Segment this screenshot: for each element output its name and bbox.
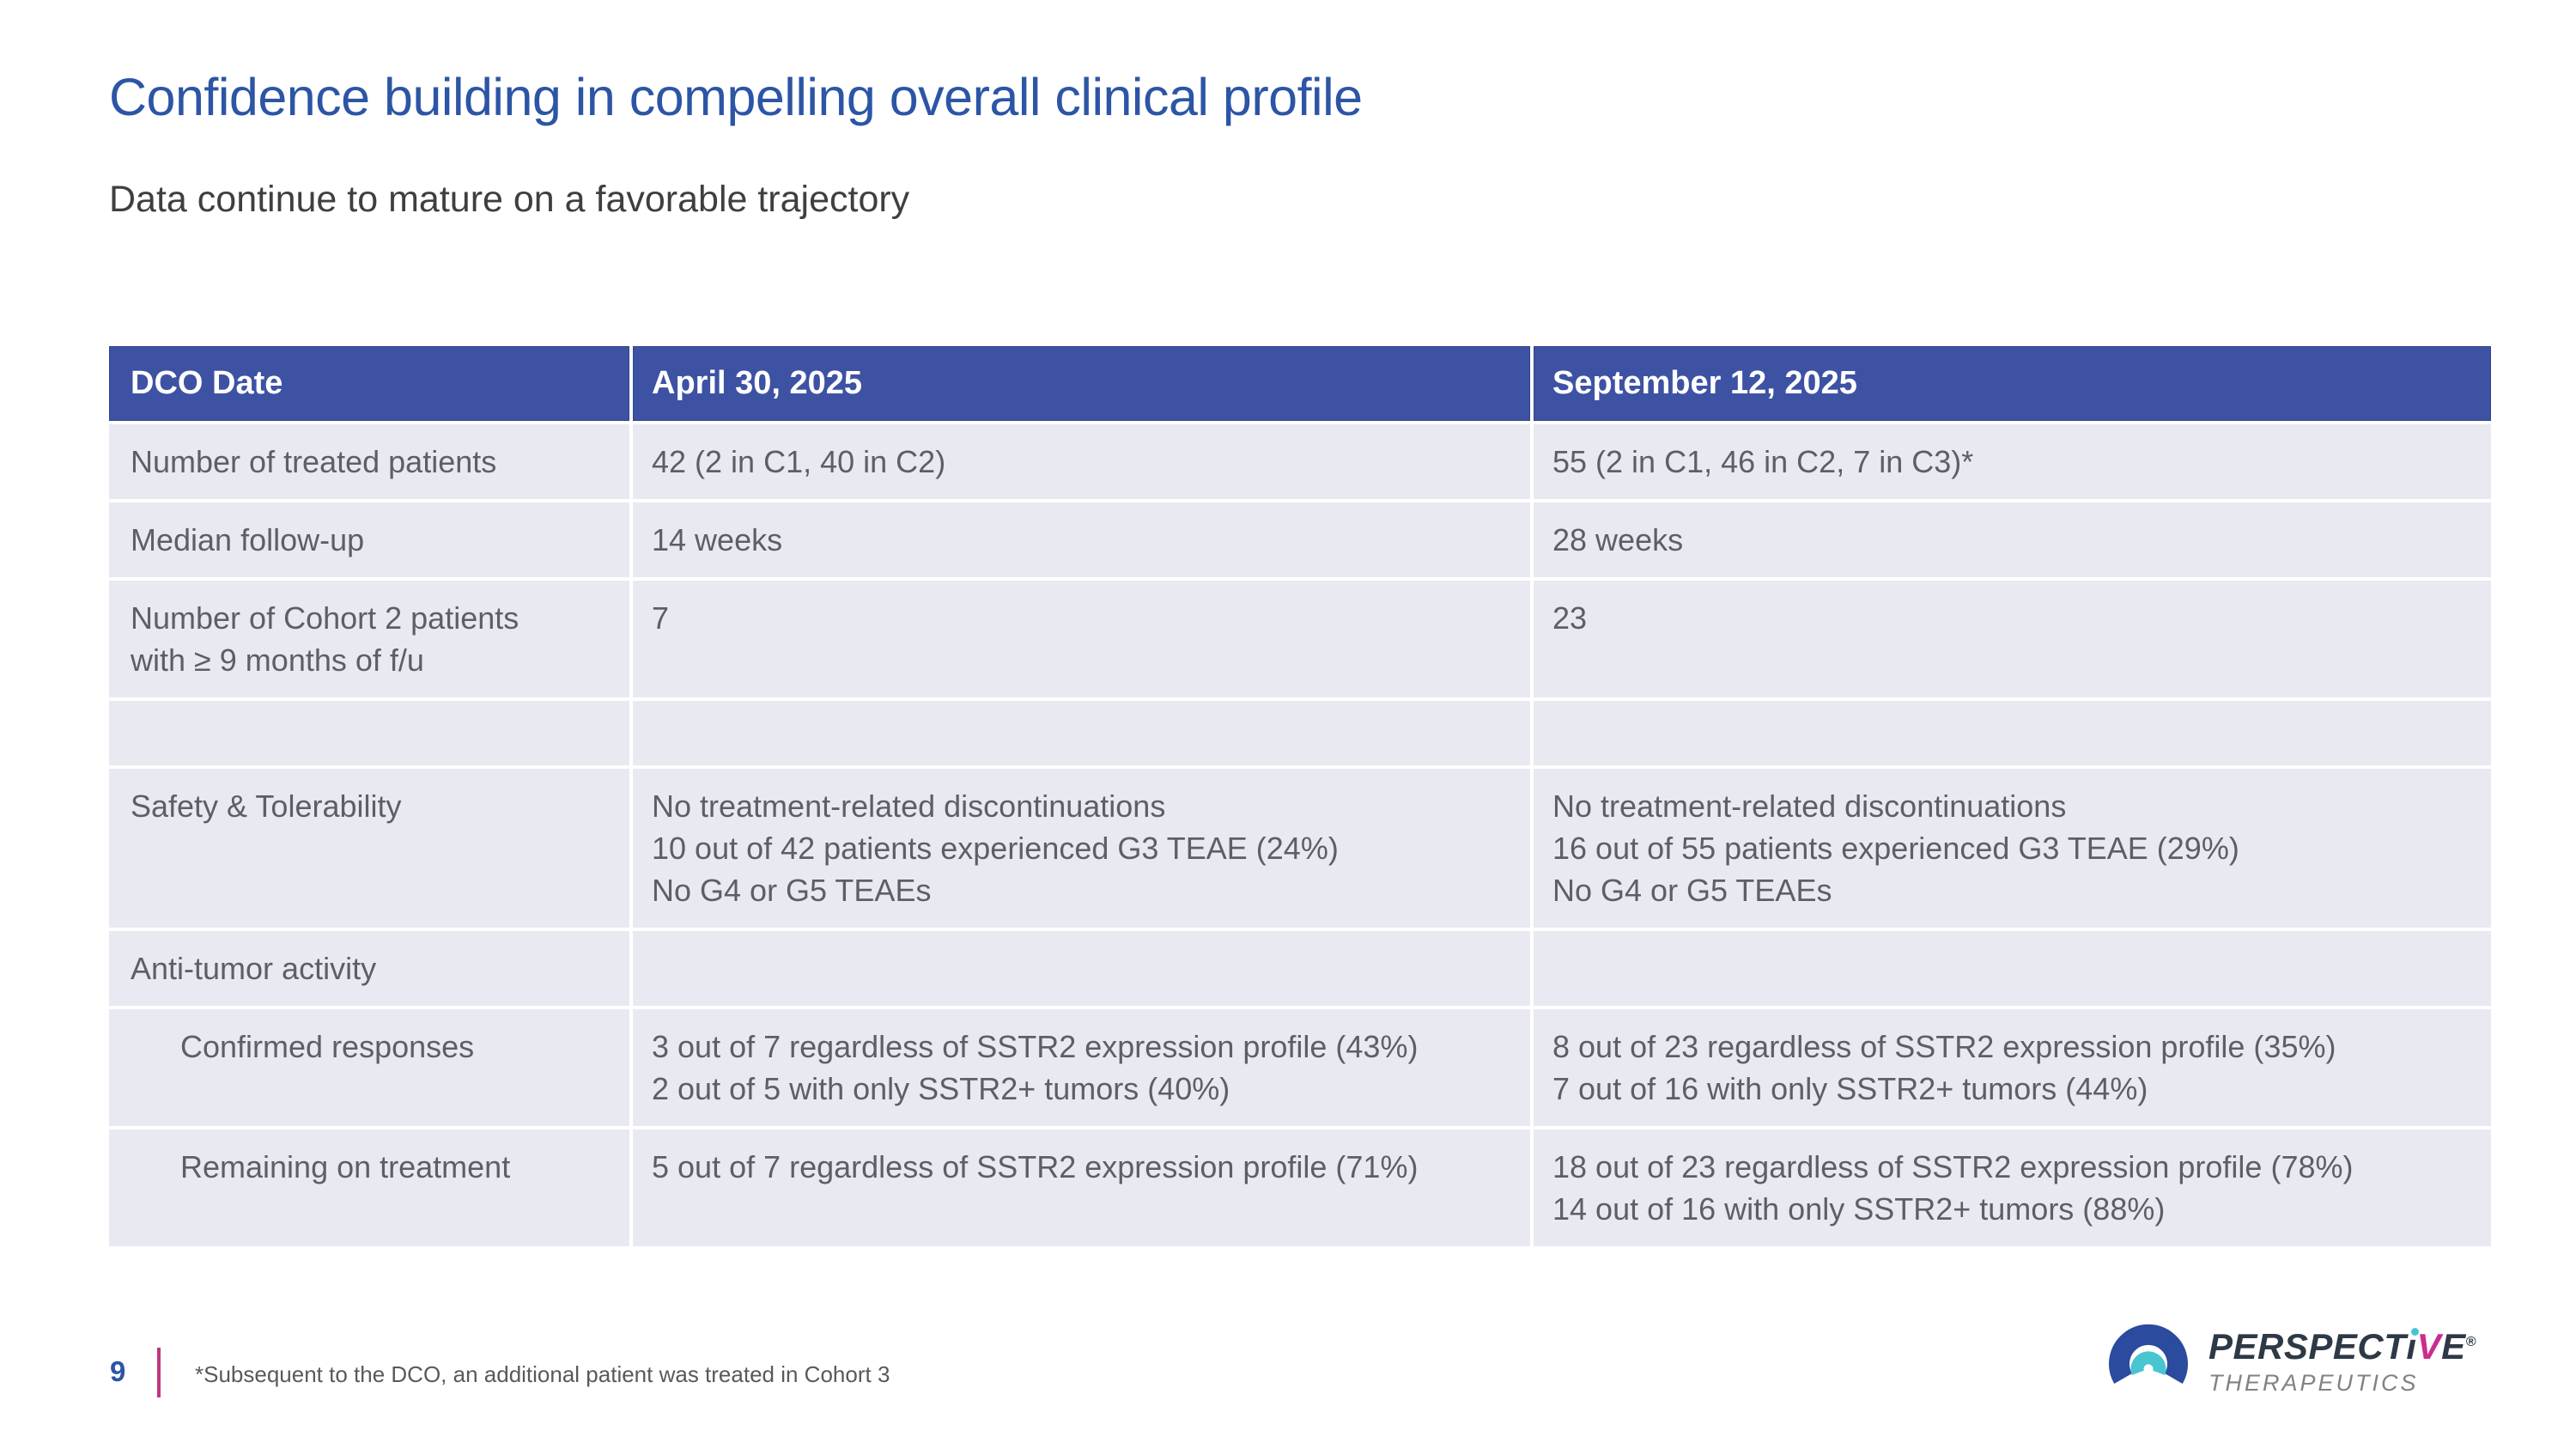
footer-divider (157, 1348, 161, 1397)
dco-comparison-table: DCO Date April 30, 2025 September 12, 20… (109, 346, 2491, 1250)
row-value-april: 14 weeks (633, 502, 1530, 577)
page-number: 9 (110, 1355, 126, 1387)
row-value-september: 28 weeks (1534, 502, 2491, 577)
row-value-april: 42 (2 in C1, 40 in C2) (633, 424, 1530, 499)
row-value-september (1534, 931, 2491, 1006)
row-value-april: 7 (633, 581, 1530, 697)
column-header-april-30-2025: April 30, 2025 (633, 346, 1530, 421)
row-value-september: 55 (2 in C1, 46 in C2, 7 in C3)* (1534, 424, 2491, 499)
table-body: Number of treated patients 42 (2 in C1, … (109, 424, 2491, 1246)
logo-tagline: THERAPEUTICS (2208, 1370, 2419, 1396)
table-row: Anti-tumor activity (109, 931, 2491, 1006)
row-value-september: 18 out of 23 regardless of SSTR2 express… (1534, 1129, 2491, 1246)
page-subtitle: Data continue to mature on a favorable t… (109, 179, 910, 220)
row-label: Anti-tumor activity (109, 931, 629, 1006)
row-label: Median follow-up (109, 502, 629, 577)
logo-letter-v: V (2416, 1326, 2442, 1367)
row-label: Safety & Tolerability (109, 769, 629, 928)
logo-letter-i: ı (2406, 1326, 2420, 1367)
table-row: Number of Cohort 2 patients with ≥ 9 mont… (109, 581, 2491, 697)
perspective-therapeutics-logo: PERSPECTıVE® THERAPEUTICS (2105, 1319, 2476, 1405)
row-label: Number of treated patients (109, 424, 629, 499)
row-label: Remaining on treatment (109, 1129, 629, 1246)
column-header-september-12-2025: September 12, 2025 (1534, 346, 2491, 421)
logo-brand-name: PERSPECTıVE® (2208, 1326, 2476, 1367)
table-row: Number of treated patients 42 (2 in C1, … (109, 424, 2491, 499)
logo-wordmark: PERSPECTıVE® THERAPEUTICS (2208, 1326, 2476, 1397)
row-label: Confirmed responses (109, 1009, 629, 1126)
page-title: Confidence building in compelling overal… (109, 68, 1363, 126)
row-value-september: No treatment-related discontinuations 16 … (1534, 769, 2491, 928)
row-label (109, 701, 629, 765)
table-row (109, 701, 2491, 765)
row-value-april: 3 out of 7 regardless of SSTR2 expressio… (633, 1009, 1530, 1126)
footnote: *Subsequent to the DCO, an additional pa… (195, 1361, 890, 1387)
registered-mark: ® (2465, 1335, 2476, 1349)
row-value-april (633, 931, 1530, 1006)
table-row: Confirmed responses 3 out of 7 regardles… (109, 1009, 2491, 1126)
row-value-september: 8 out of 23 regardless of SSTR2 expressi… (1534, 1009, 2491, 1126)
row-value-april: 5 out of 7 regardless of SSTR2 expressio… (633, 1129, 1530, 1246)
column-header-dco-date: DCO Date (109, 346, 629, 421)
row-value-april (633, 701, 1530, 765)
table-row: Median follow-up 14 weeks 28 weeks (109, 502, 2491, 577)
table-header-row: DCO Date April 30, 2025 September 12, 20… (109, 346, 2491, 421)
perspective-logo-mark-icon (2109, 1324, 2188, 1385)
row-label: Number of Cohort 2 patients with ≥ 9 mont… (109, 581, 629, 697)
table-row: Remaining on treatment 5 out of 7 regard… (109, 1129, 2491, 1246)
row-value-april: No treatment-related discontinuations 10 … (633, 769, 1530, 928)
row-value-september (1534, 701, 2491, 765)
row-value-september: 23 (1534, 581, 2491, 697)
table-row: Safety & Tolerability No treatment-relat… (109, 769, 2491, 928)
